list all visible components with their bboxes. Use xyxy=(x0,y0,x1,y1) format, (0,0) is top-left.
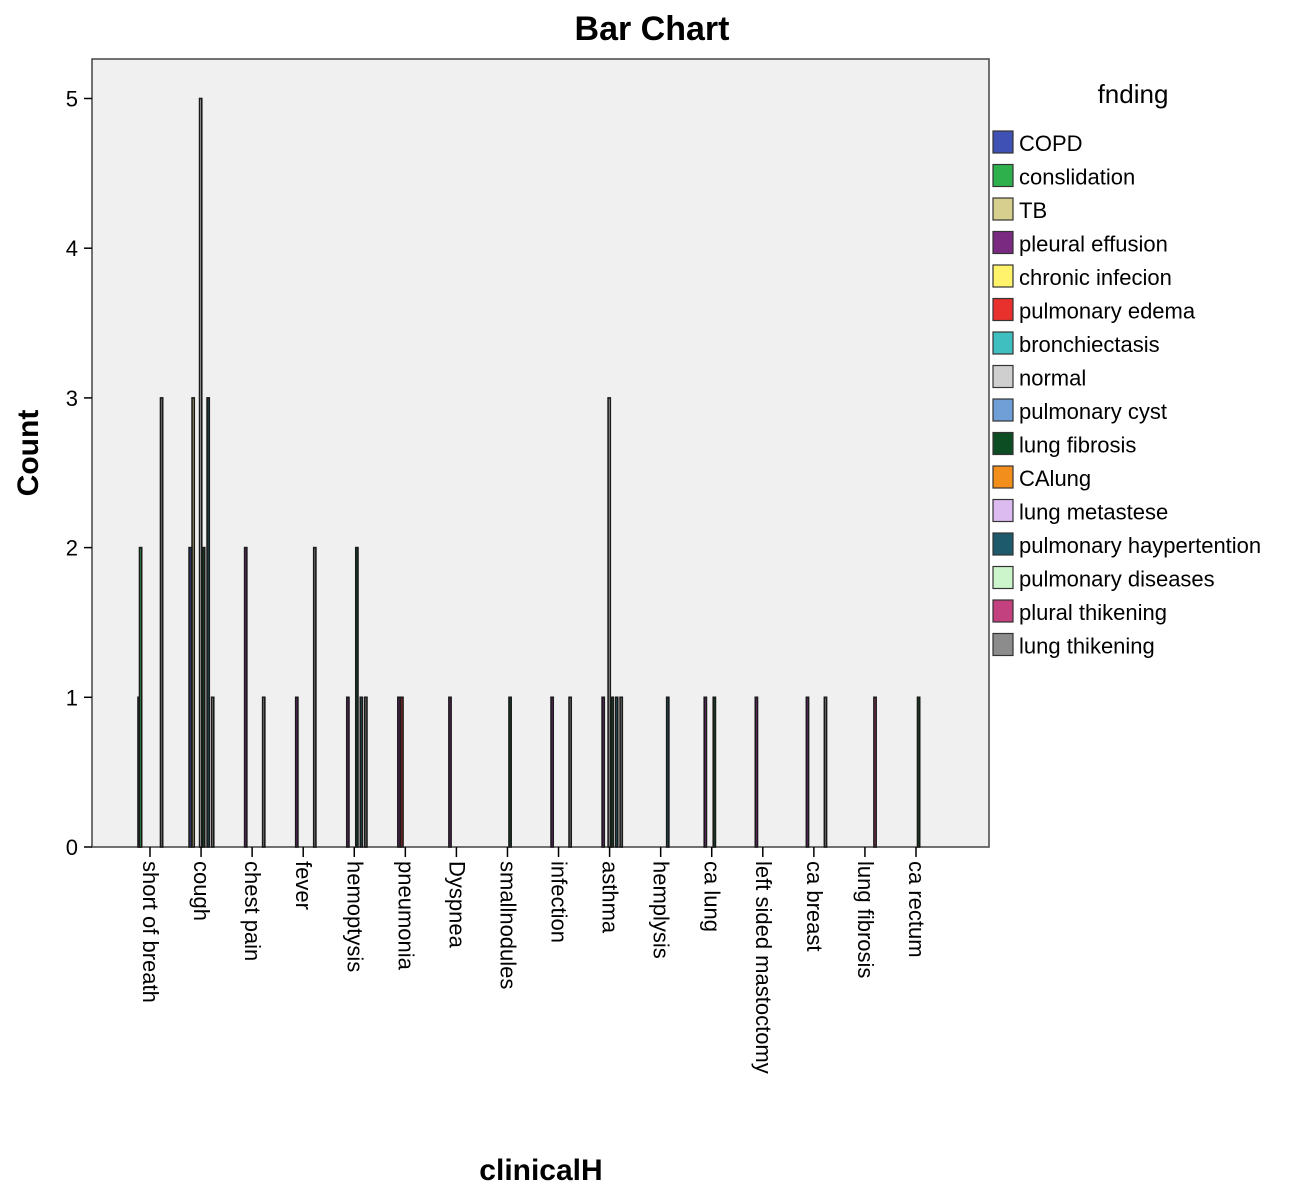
bar xyxy=(619,696,624,848)
x-tick-label: cough xyxy=(189,861,214,921)
legend-item-label: pulmonary edema xyxy=(1019,299,1196,324)
bar xyxy=(665,696,670,848)
legend-swatch xyxy=(992,599,1014,623)
bar xyxy=(508,696,512,848)
legend-item-label: CAlung xyxy=(1019,466,1091,491)
x-tick-label: chest pain xyxy=(240,861,265,961)
legend-item-label: pulmonary haypertention xyxy=(1019,533,1261,558)
plot-area xyxy=(91,58,990,848)
legend-item-label: pulmonary diseases xyxy=(1019,567,1215,592)
legend-swatch xyxy=(992,632,1014,657)
y-tick-label: 2 xyxy=(66,536,78,561)
bar xyxy=(712,696,717,848)
y-axis: 0 1 2 3 4 5 xyxy=(66,87,92,860)
legend-item-label: lung thikening xyxy=(1019,634,1155,659)
bar xyxy=(610,696,615,848)
bar xyxy=(191,397,196,848)
bar xyxy=(550,696,555,848)
x-tick-label: short of breath xyxy=(138,861,163,1003)
x-tick-label: asthma xyxy=(598,861,623,934)
bar xyxy=(312,546,317,848)
bar xyxy=(210,696,215,848)
bar xyxy=(703,696,708,848)
bar xyxy=(261,696,266,848)
bar xyxy=(345,696,350,848)
legend-item-label: chronic infecion xyxy=(1019,265,1172,290)
bar xyxy=(354,546,359,848)
legend-swatch xyxy=(992,163,1014,188)
bar xyxy=(607,397,612,848)
x-tick-label: Dyspnea xyxy=(444,861,469,949)
legend-item-label: plural thikening xyxy=(1019,600,1167,625)
legend-swatch xyxy=(992,331,1014,355)
legend-swatch xyxy=(992,498,1014,523)
legend-swatch xyxy=(992,297,1014,322)
y-tick-label: 0 xyxy=(66,835,78,860)
chart-title: Bar Chart xyxy=(575,10,730,48)
y-tick-label: 4 xyxy=(66,236,78,261)
legend-item-label: conslidation xyxy=(1019,165,1135,190)
legend-item-label: normal xyxy=(1019,366,1086,391)
bar xyxy=(138,546,143,848)
bars-group xyxy=(137,97,921,848)
legend-swatch xyxy=(992,398,1014,422)
bar xyxy=(873,696,877,848)
y-axis-title: Count xyxy=(12,410,45,497)
legend-item-label: lung metastese xyxy=(1019,500,1168,525)
bar xyxy=(243,546,248,848)
legend-item-label: bronchiectasis xyxy=(1019,332,1160,357)
bar xyxy=(363,696,368,848)
y-tick-label: 5 xyxy=(66,87,78,112)
bar xyxy=(206,397,211,848)
legend-item-label: TB xyxy=(1019,198,1047,223)
bar xyxy=(916,696,921,848)
y-tick-label: 1 xyxy=(66,685,78,710)
x-tick-label: pneumonia xyxy=(393,861,418,971)
bar xyxy=(400,696,404,848)
legend-title: fnding xyxy=(1098,79,1169,109)
legend-item-label: pulmonary cyst xyxy=(1019,399,1167,424)
bar xyxy=(448,696,452,848)
legend-swatch xyxy=(992,364,1014,389)
y-tick-label: 3 xyxy=(66,386,78,411)
bar xyxy=(198,97,203,848)
bar xyxy=(201,546,206,848)
x-tick-label: hemoptysis xyxy=(342,861,367,972)
legend-item-label: COPD xyxy=(1019,131,1083,156)
legend-item-label: pleural effusion xyxy=(1019,232,1168,257)
legend-swatch xyxy=(992,130,1014,154)
legend-swatch xyxy=(992,197,1014,221)
bar xyxy=(568,696,573,848)
x-tick-label: fever xyxy=(291,861,316,910)
x-tick-label: ca breast xyxy=(802,861,827,952)
x-tick-label: infection xyxy=(547,861,572,943)
x-tick-label: hemplysis xyxy=(649,861,674,959)
legend-swatch xyxy=(992,431,1014,456)
legend: fnding COPD conslidation TB pleural effusio… xyxy=(992,79,1261,659)
x-axis-title: clinicalH xyxy=(479,1154,602,1187)
bar xyxy=(188,546,193,848)
x-tick-label: ca rectum xyxy=(904,861,929,958)
bar xyxy=(397,696,401,848)
legend-item-label: lung fibrosis xyxy=(1019,433,1136,458)
bar xyxy=(823,696,828,848)
bar xyxy=(159,397,164,848)
legend-swatch xyxy=(992,532,1014,556)
x-tick-label: smallnodules xyxy=(496,861,521,989)
bar xyxy=(614,696,619,848)
bar xyxy=(294,696,299,848)
x-tick-label: lung fibrosis xyxy=(853,861,878,978)
bar xyxy=(754,696,759,848)
bar xyxy=(359,696,364,848)
x-tick-label: ca lung xyxy=(700,861,725,932)
legend-swatch xyxy=(992,264,1014,288)
legend-swatch xyxy=(992,465,1014,489)
x-tick-label: left sided mastoctomy xyxy=(751,861,776,1074)
x-axis: short of breath cough chest pain fever hemop… xyxy=(138,847,929,1074)
legend-swatch xyxy=(992,565,1014,590)
bar xyxy=(805,696,810,848)
legend-swatch xyxy=(992,230,1014,255)
bar xyxy=(601,696,606,848)
